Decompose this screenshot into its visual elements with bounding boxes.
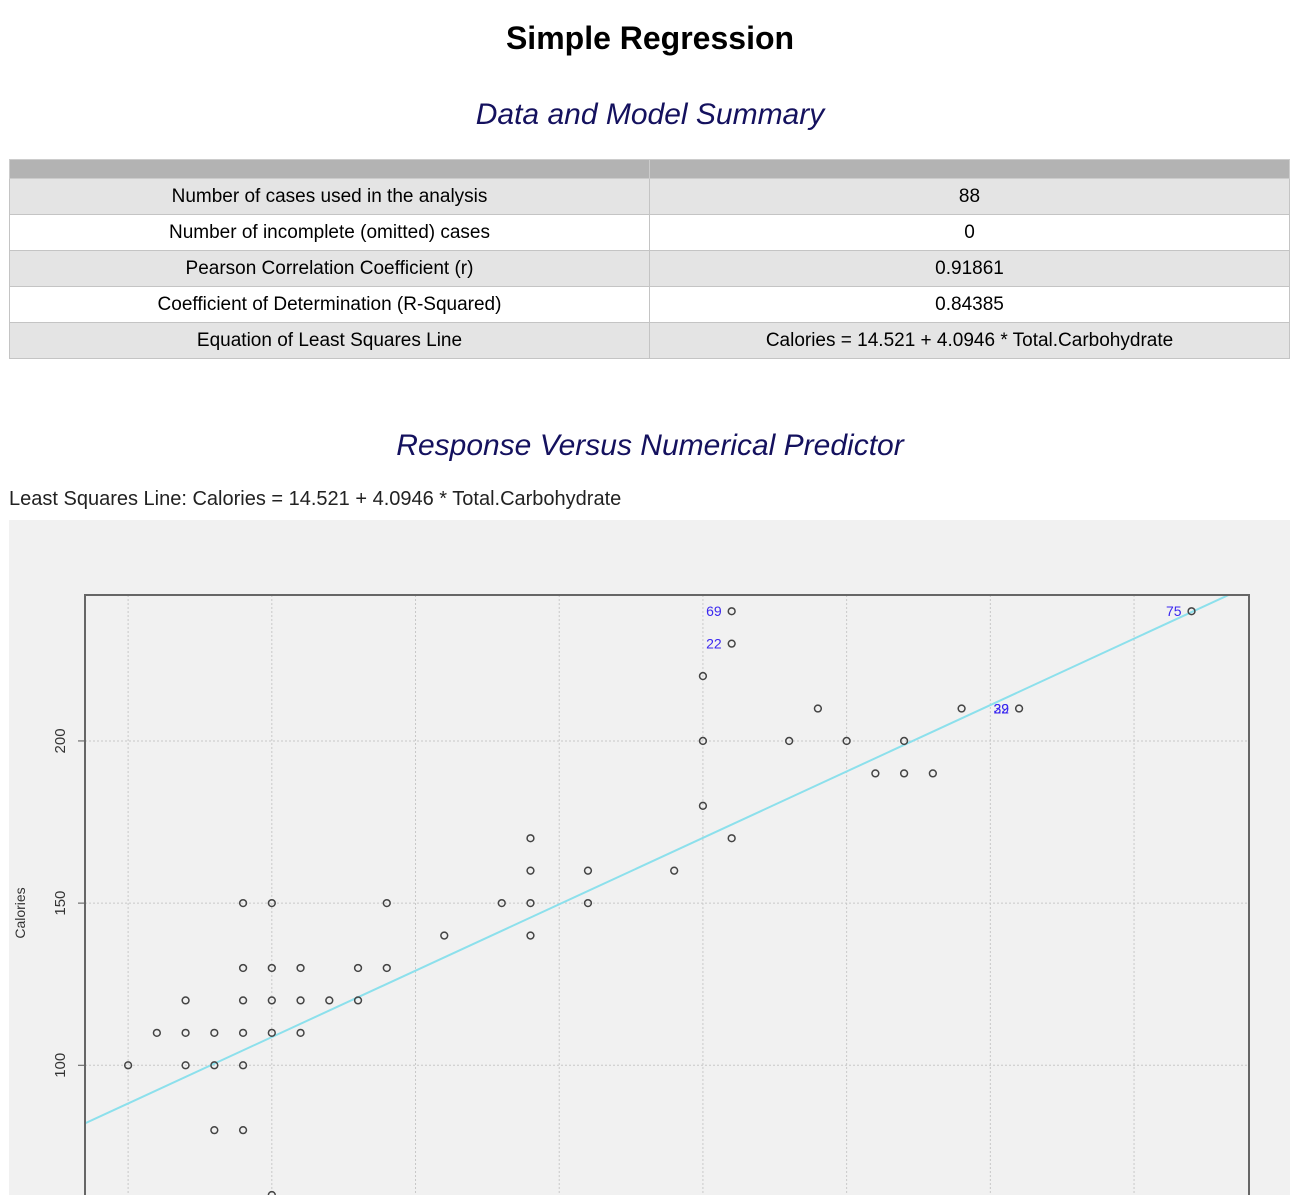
data-point — [296, 963, 305, 973]
data-point — [698, 671, 708, 681]
data-point — [353, 963, 363, 973]
data-point — [583, 866, 593, 875]
scatter-plot-panel: 100 150 200 Calories 69 22 29 32 75 — [9, 520, 1290, 1200]
y-axis-label: Calories — [12, 887, 28, 938]
data-point — [813, 704, 823, 713]
summary-row-pearson-r: Pearson Correlation Coefficient (r) 0.91… — [9, 250, 1290, 287]
summary-value: 0.91861 — [649, 250, 1290, 287]
data-point — [152, 1028, 162, 1037]
data-point — [210, 1061, 219, 1070]
summary-row-cases-used: Number of cases used in the analysis 88 — [9, 178, 1290, 215]
data-point — [698, 801, 708, 810]
y-tick-label: 100 — [52, 1053, 69, 1078]
data-point — [181, 1061, 190, 1070]
outlier-label: 32 — [993, 701, 1009, 717]
data-point — [296, 1028, 305, 1037]
data-point — [440, 931, 449, 940]
summary-row-r-squared: Coefficient of Determination (R-Squared)… — [9, 286, 1290, 323]
data-point — [670, 866, 679, 875]
data-point — [698, 736, 708, 746]
page-title: Simple Regression — [505, 20, 795, 56]
data-point — [353, 996, 363, 1005]
summary-header-cell — [9, 159, 650, 179]
data-point — [325, 996, 334, 1005]
data-point — [526, 898, 535, 908]
data-point — [526, 834, 535, 843]
outlier-label: 29 — [993, 701, 1009, 717]
data-point — [1187, 607, 1196, 616]
data-point — [928, 769, 938, 778]
summary-value: 0 — [649, 214, 1290, 251]
data-point — [238, 996, 248, 1005]
summary-header-row — [9, 159, 1290, 179]
outlier-label: 69 — [706, 603, 722, 619]
data-point — [382, 963, 391, 973]
data-point — [296, 996, 305, 1005]
data-point — [181, 1028, 190, 1037]
summary-section-title: Data and Model Summary — [475, 98, 825, 131]
data-point — [238, 963, 248, 973]
data-point — [181, 996, 190, 1005]
summary-value: 88 — [649, 178, 1290, 215]
summary-row-equation: Equation of Least Squares Line Calories … — [9, 322, 1290, 359]
y-tick-label: 200 — [52, 728, 69, 753]
plot-subtitle: Least Squares Line: Calories = 14.521 + … — [9, 488, 622, 510]
regression-line — [85, 595, 1231, 1125]
data-point — [238, 1125, 248, 1135]
summary-value: 0.84385 — [649, 286, 1290, 323]
data-point — [727, 639, 736, 648]
data-point — [526, 931, 535, 940]
data-point — [1014, 704, 1024, 713]
data-point — [267, 1190, 276, 1200]
data-point — [899, 736, 909, 746]
data-point — [957, 704, 966, 713]
data-point — [526, 866, 535, 875]
data-point — [784, 736, 794, 746]
data-point — [267, 1028, 276, 1037]
summary-label: Coefficient of Determination (R-Squared) — [9, 286, 650, 323]
data-point — [382, 898, 391, 908]
model-summary-table: Number of cases used in the analysis 88 … — [9, 159, 1290, 359]
summary-header-cell — [649, 159, 1290, 179]
summary-row-incomplete-cases: Number of incomplete (omitted) cases 0 — [9, 214, 1290, 251]
data-point — [727, 607, 736, 616]
data-point — [238, 898, 248, 908]
summary-value: Calories = 14.521 + 4.0946 * Total.Carbo… — [649, 322, 1290, 359]
data-point — [497, 898, 506, 908]
data-point — [238, 1028, 248, 1037]
data-point — [210, 1028, 219, 1037]
summary-label: Pearson Correlation Coefficient (r) — [9, 250, 650, 287]
data-point — [267, 898, 276, 908]
data-point — [583, 898, 593, 908]
data-point — [123, 1061, 133, 1070]
outlier-label: 75 — [1166, 603, 1182, 619]
data-point — [267, 996, 276, 1005]
y-tick-label: 150 — [52, 891, 69, 916]
data-point — [210, 1125, 219, 1135]
data-point — [899, 769, 909, 778]
outlier-label: 22 — [706, 636, 722, 652]
plot-frame — [84, 594, 1250, 1200]
data-point — [842, 736, 851, 746]
data-point — [727, 834, 736, 843]
data-point — [267, 963, 276, 973]
summary-label: Number of incomplete (omitted) cases — [9, 214, 650, 251]
summary-label: Equation of Least Squares Line — [9, 322, 650, 359]
data-point — [871, 769, 880, 778]
plot-section-title: Response Versus Numerical Predictor — [396, 429, 904, 462]
summary-label: Number of cases used in the analysis — [9, 178, 650, 215]
data-point — [238, 1061, 248, 1070]
